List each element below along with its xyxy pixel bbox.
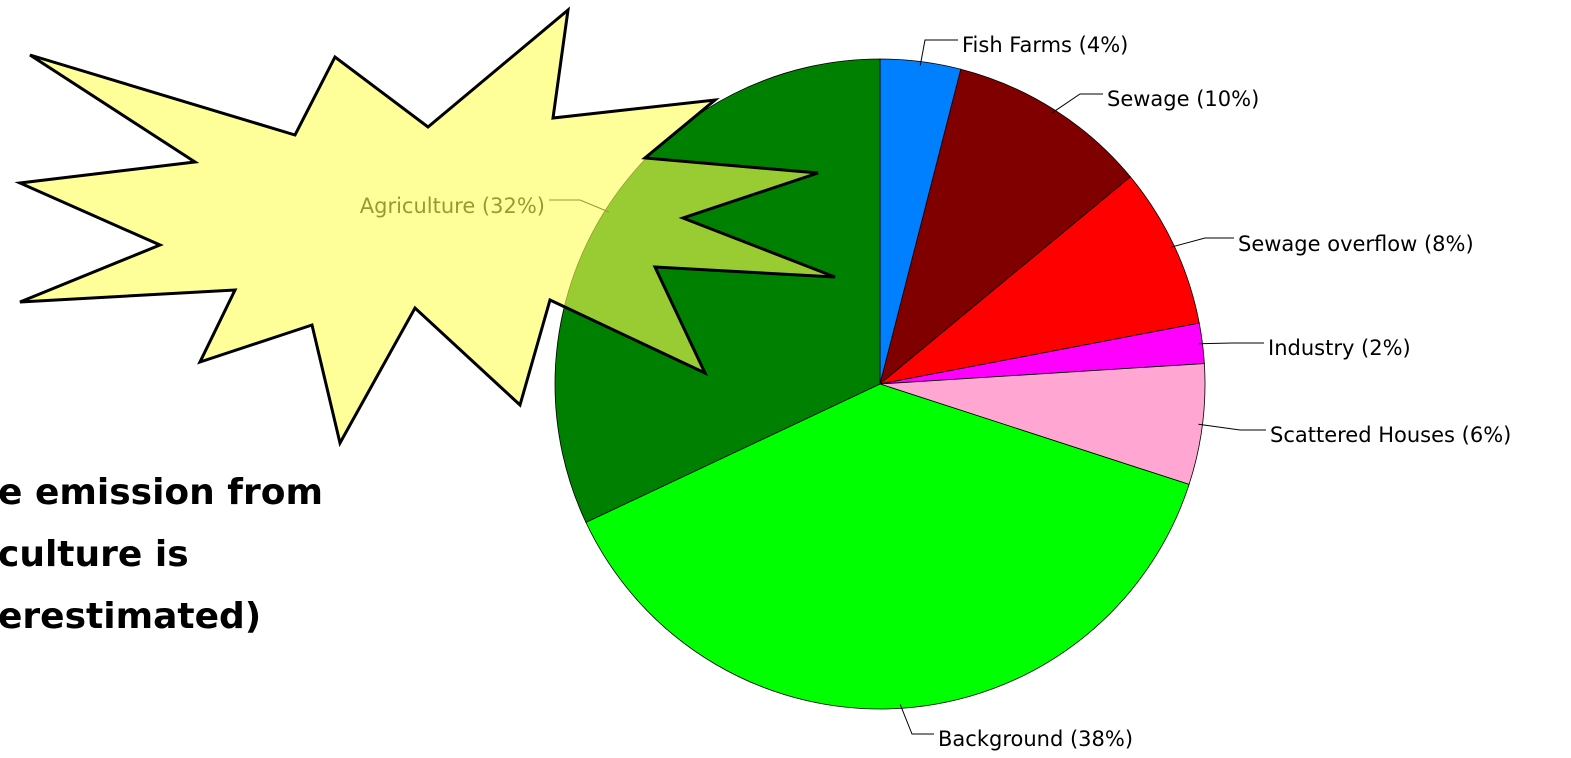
slice-label: Sewage (10%) [1107,87,1259,111]
slice [879,68,1131,386]
slice-label: Industry (2%) [1268,336,1411,360]
annotation-line: erestimated) [0,596,261,637]
annotation-line: e emission from [0,472,323,513]
leader-line [919,39,958,66]
slice [879,176,1200,385]
annotation-line: culture is [0,534,189,575]
starburst [14,6,836,448]
labels: Fish Farms (4%) Sewage (10%) Sewage overfl… [360,33,1512,751]
leader-line [1198,423,1266,431]
slice-label: Background (38%) [938,727,1133,751]
slice-label: Fish Farms (4%) [962,33,1128,57]
leader-line [1198,342,1264,345]
slice-label: Sewage overflow (8%) [1238,232,1474,256]
pie [554,58,1206,710]
slice-label: Scattered Houses (6%) [1270,423,1511,447]
leader-line [899,704,934,735]
leader-line [1170,237,1234,248]
slice [585,383,1190,710]
leader-line [1051,93,1103,114]
